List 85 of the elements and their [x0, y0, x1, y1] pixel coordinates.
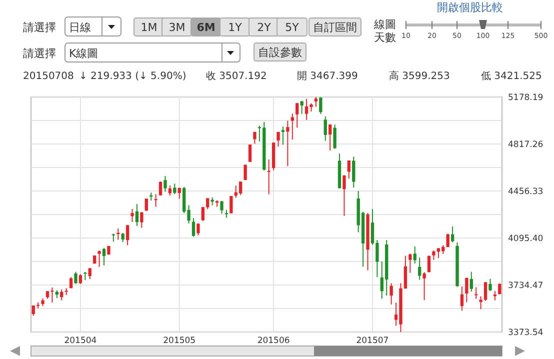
candlestick: [300, 100, 304, 114]
candlestick: [192, 218, 196, 238]
candlestick: [413, 246, 416, 264]
candlestick: [432, 250, 436, 260]
candlestick: [290, 113, 294, 140]
candlestick: [474, 286, 478, 300]
candlestick: [418, 257, 422, 280]
candlestick: [390, 282, 393, 305]
y-tick-label: 4095.40: [508, 234, 544, 244]
candlestick: [281, 126, 285, 146]
y-tick-label: 3373.54: [508, 328, 544, 338]
x-tick-label: 201505: [163, 336, 196, 346]
text: 高 3599.253: [389, 70, 450, 82]
candlestick: [244, 164, 247, 181]
candlestick: [470, 271, 473, 292]
text: 5Y: [285, 21, 300, 34]
candlestick: [248, 144, 252, 162]
text: 6M: [196, 21, 216, 34]
candlestick: [144, 198, 148, 212]
candlestick: [347, 160, 351, 180]
text: 日線: [69, 21, 91, 34]
text: 請選擇: [23, 47, 56, 60]
candlestick: [450, 226, 454, 243]
candlestick: [154, 194, 158, 208]
candlestick: [314, 96, 318, 108]
text: 2Y: [257, 21, 272, 34]
candlestick: [408, 253, 412, 274]
candlestick: [422, 272, 426, 301]
text: 請選擇: [23, 21, 56, 34]
candlestick: [404, 255, 408, 290]
candlestick: [88, 267, 92, 280]
candlestick: [460, 286, 464, 312]
text: 線圖: [373, 18, 396, 31]
candlestick: [130, 208, 134, 223]
candlestick: [352, 156, 356, 188]
candlestick: [427, 255, 431, 273]
candlestick: [196, 222, 200, 236]
text: K線圖: [69, 47, 98, 60]
text: 開 3467.399: [297, 71, 358, 82]
candlestick: [296, 102, 299, 128]
candlestick: [333, 124, 336, 150]
x-tick-label: 201504: [64, 336, 97, 346]
text: 低 3421.525: [481, 71, 542, 82]
candlestick: [465, 277, 468, 303]
candlestick: [446, 233, 450, 248]
text: 開啟個股比較: [437, 1, 503, 14]
candlestick: [121, 232, 124, 243]
candlestick: [168, 184, 172, 196]
candlestick: [140, 212, 144, 228]
text: 自訂區間: [313, 21, 357, 34]
x-tick-label: 201506: [257, 336, 290, 346]
y-tick-label: 4456.33: [508, 186, 544, 197]
candlestick: [220, 200, 224, 214]
candlestick: [319, 96, 322, 114]
text: 1Y: [228, 21, 242, 34]
candlestick: [102, 247, 106, 266]
candlestick: [98, 250, 101, 268]
y-tick-label: 5178.19: [508, 92, 544, 103]
candlestick: [158, 181, 162, 196]
x-tick-label: 201507: [356, 336, 389, 346]
candlestick: [78, 274, 82, 284]
candlestick: [276, 131, 280, 148]
candlestick: [267, 159, 270, 195]
candlestick: [342, 174, 346, 216]
text: 20150708: [23, 71, 74, 82]
candlestick: [328, 124, 332, 152]
y-tick-label: 4817.26: [508, 140, 544, 150]
text: ↓ 219.933 (↓ 5.90%): [79, 71, 186, 82]
candlestick: [286, 120, 290, 167]
candlestick: [74, 271, 78, 284]
candlestick: [164, 175, 167, 192]
candlestick: [126, 224, 130, 246]
text: 1M: [140, 21, 158, 34]
text: 天數: [374, 31, 396, 44]
candlestick: [436, 248, 440, 258]
candlestick: [488, 278, 492, 292]
candlestick: [173, 183, 176, 195]
text: 自設參數: [258, 46, 302, 59]
candlestick: [324, 116, 327, 142]
candlestick: [493, 290, 497, 301]
candlestick: [230, 195, 233, 214]
text: 3M: [168, 21, 186, 34]
candlestick: [135, 204, 139, 226]
y-tick-label: 3734.47: [508, 280, 544, 291]
text: 收 3507.192: [206, 71, 267, 82]
